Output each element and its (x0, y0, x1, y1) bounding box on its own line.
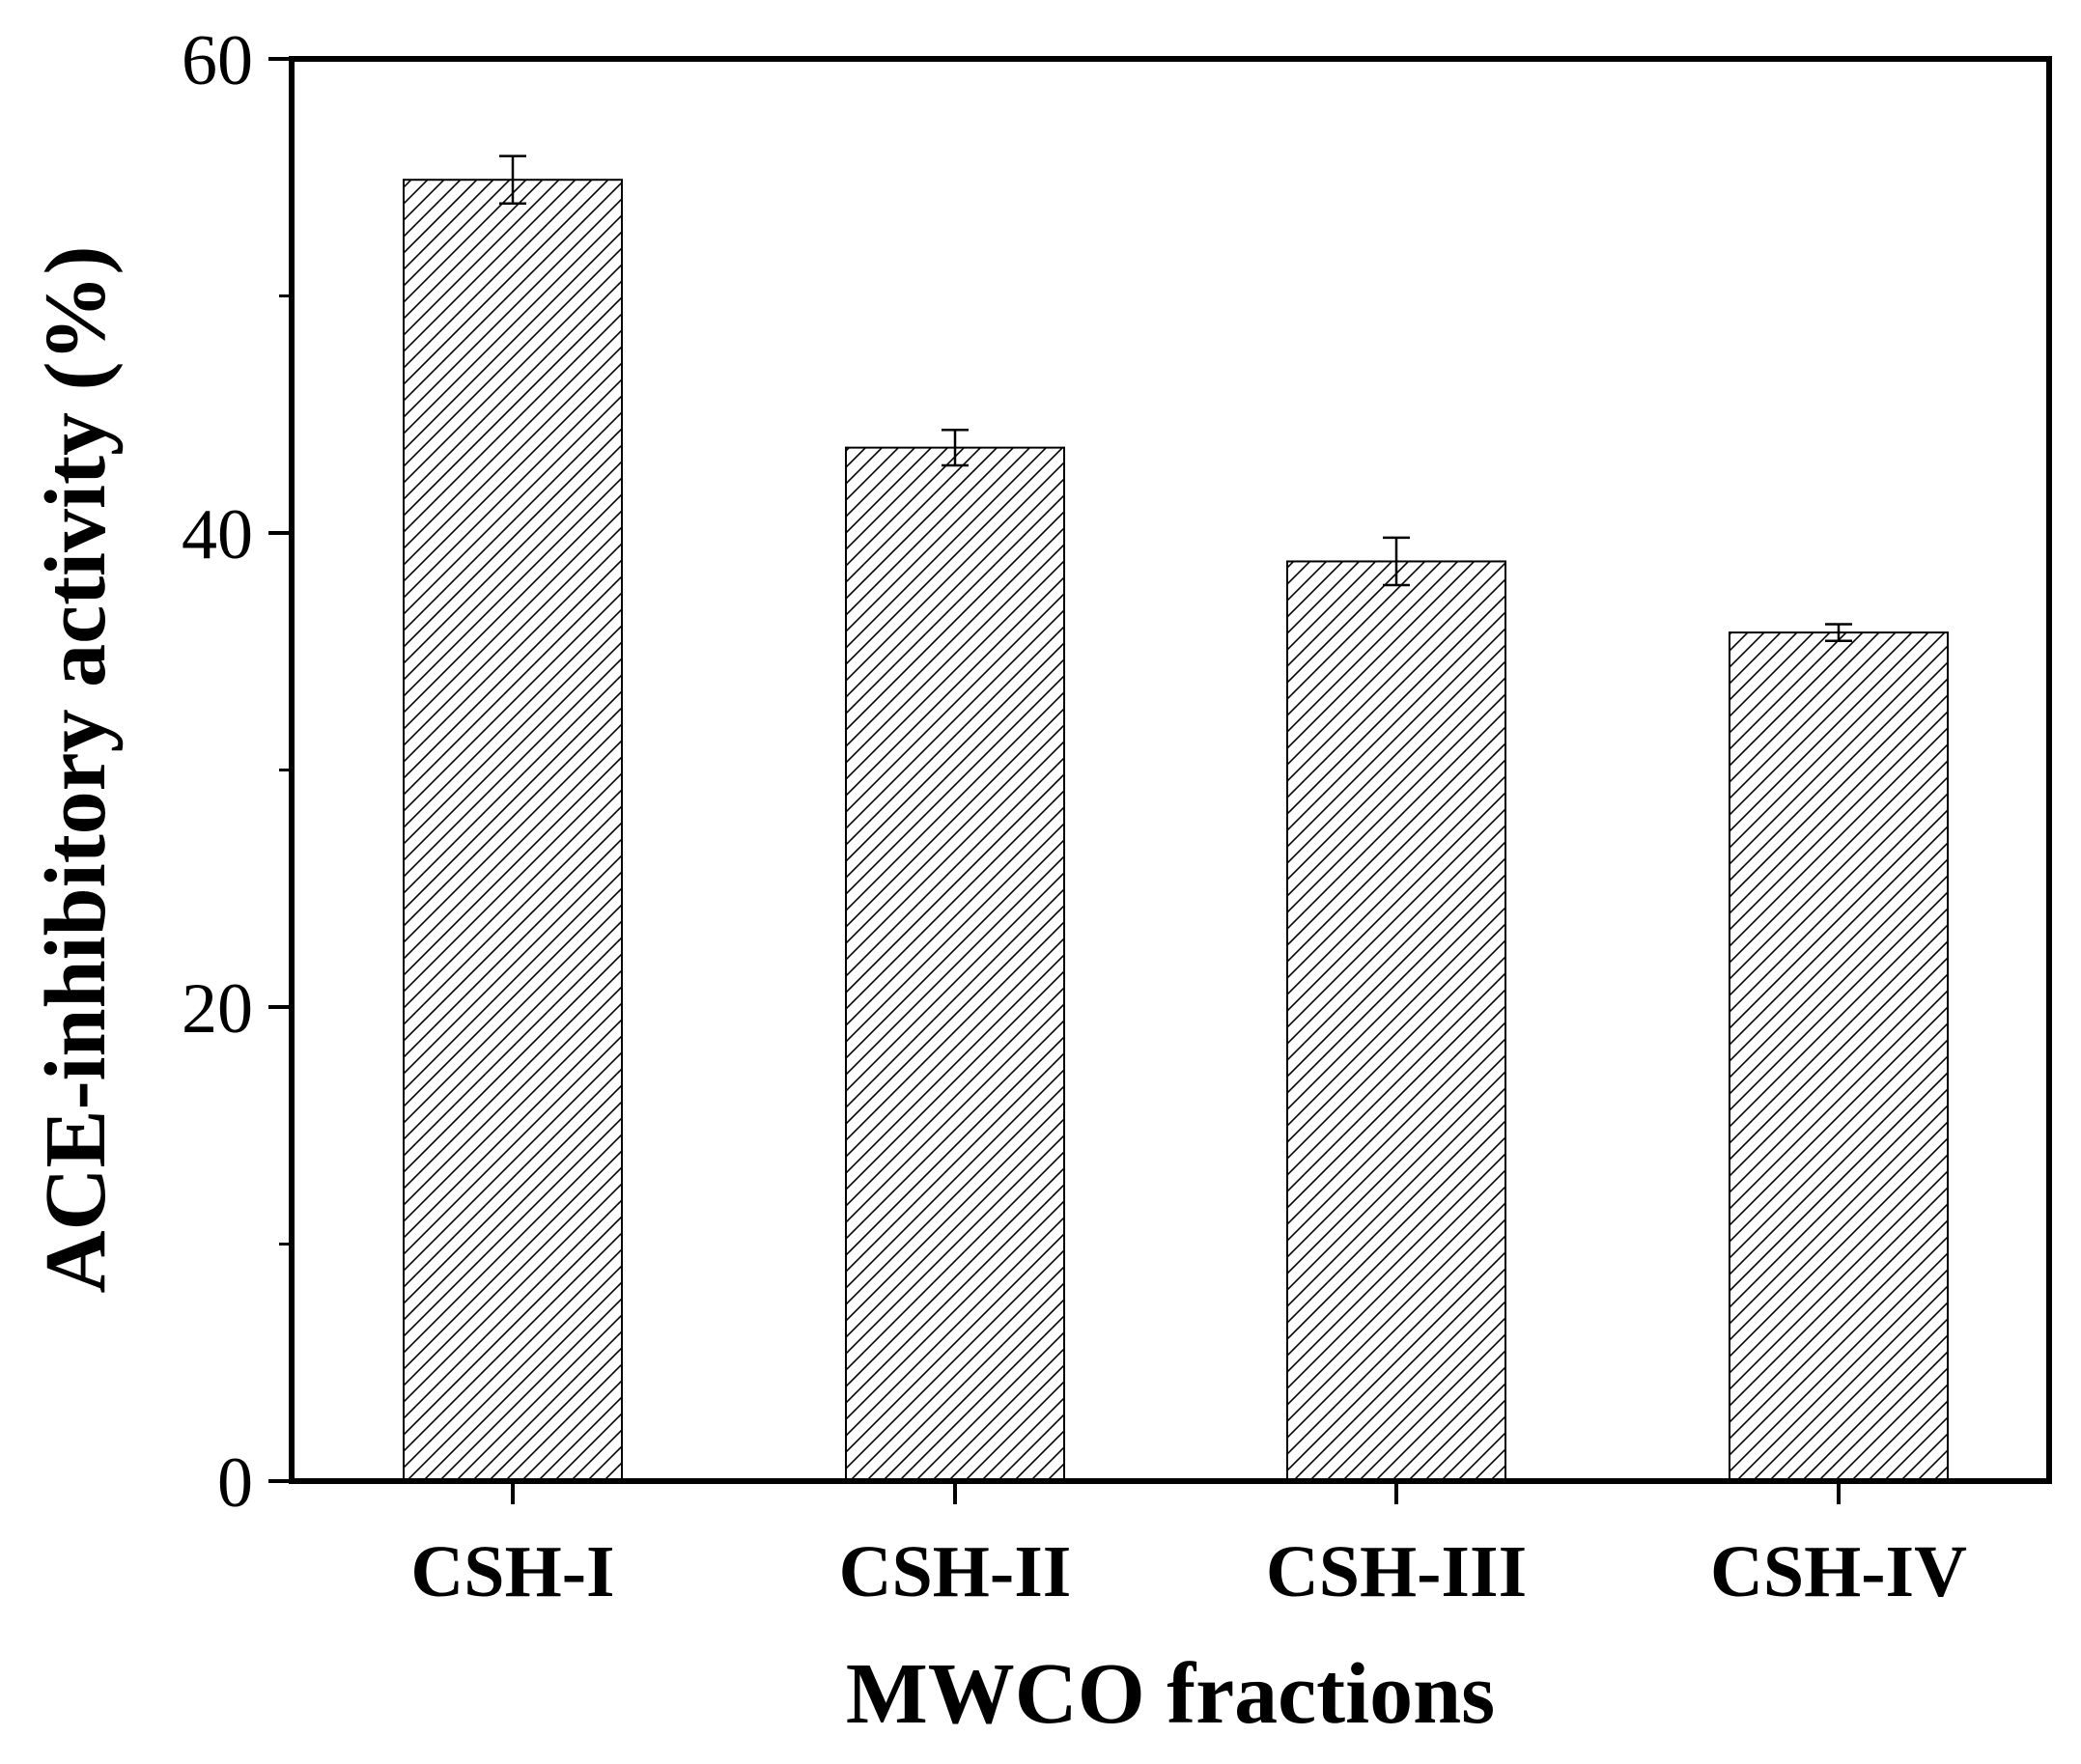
x-tick-label-csh-i: CSH-I (410, 1531, 614, 1612)
x-tick-label-csh-iii: CSH-III (1266, 1531, 1527, 1612)
y-ticks-layer: 0 20 40 60 (182, 21, 292, 1523)
x-tick-label-csh-iv: CSH-IV (1710, 1531, 1967, 1612)
y-tick-label-20: 20 (182, 969, 253, 1049)
y-tick-label-0: 0 (217, 1443, 253, 1523)
bar-csh-iii (1286, 560, 1506, 1482)
y-tick-label-60: 60 (182, 21, 253, 100)
x-tick-label-csh-ii: CSH-II (839, 1531, 1072, 1612)
bar-csh-iv (1729, 631, 1949, 1482)
x-axis-title: MWCO fractions (846, 1646, 1495, 1742)
y-tick-label-40: 40 (182, 495, 253, 574)
y-axis-title: ACE-inhibitory activity (%) (28, 246, 124, 1294)
error-bars-layer (499, 154, 1852, 642)
bars-layer (403, 179, 1949, 1483)
x-ticks-layer: CSH-I CSH-II CSH-III CSH-IV (410, 1481, 1967, 1612)
bar-csh-ii (845, 446, 1065, 1482)
bar-csh-i (403, 179, 623, 1483)
